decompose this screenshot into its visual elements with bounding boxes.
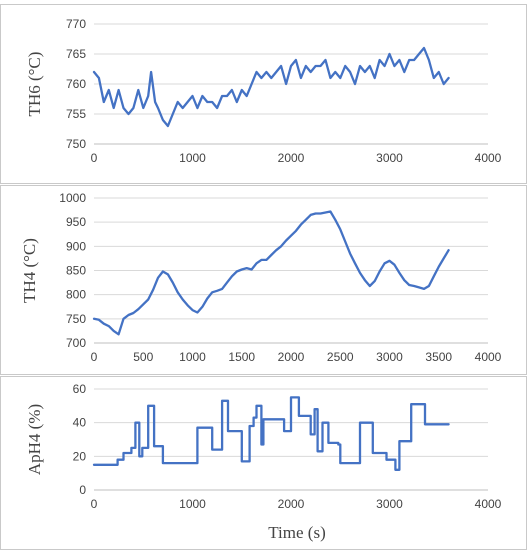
th4-series-line [92,210,450,336]
th4-y-tick-label: 800 [66,288,86,302]
th4-x-tick-label: 2500 [327,350,354,364]
th6-x-tick-label: 2000 [278,151,305,165]
th4-x-tick-label: 1500 [228,350,255,364]
aph4-y-tick-label: 60 [73,382,87,396]
th4-x-tick-label: 1000 [179,350,206,364]
aph4-y-tick-label: 20 [73,449,87,463]
aph4-x-tick-label: 4000 [475,497,502,511]
th4-x-tick-label: 500 [133,350,153,364]
time-x-axis-title: Time (s) [268,523,325,542]
th6-x-tick-label: 3000 [376,151,403,165]
th4-y-tick-label: 750 [66,312,86,326]
th6-x-tick-label: 0 [91,151,98,165]
th4-y-tick-label: 700 [66,336,86,350]
th4-x-tick-label: 3500 [425,350,452,364]
th4-x-tick-label: 2000 [278,350,305,364]
th6-y-axis-title: TH6 (°C) [25,52,44,117]
aph4-x-tick-label: 2000 [278,497,305,511]
th4-x-tick-label: 0 [91,350,98,364]
th6-y-tick-label: 760 [66,77,86,91]
aph4-x-tick-label: 3000 [376,497,403,511]
th6-y-tick-label: 755 [66,107,86,121]
th6-y-tick-label: 765 [66,47,86,61]
aph4-chart: 0 20 40 60 0 1000 2000 3000 4000 ApH4 (%) Time … [25,382,502,542]
th6-x-tick-label: 1000 [179,151,206,165]
aph4-y-tick-label: 40 [73,416,87,430]
th4-x-tick-label: 3000 [376,350,403,364]
th6-chart-panel: 750 755 760 765 770 0 1000 2000 3000 4000 TH6 (°… [0,4,527,184]
aph4-series-line [92,396,450,471]
th4-y-axis-title: TH4 (°C) [20,238,39,303]
th6-y-tick-label: 750 [66,137,86,151]
aph4-x-tick-label: 1000 [179,497,206,511]
th4-y-tick-label: 900 [66,239,86,253]
th4-x-tick-label: 4000 [475,350,502,364]
th4-chart-panel: 700 750 800 850 900 950 1000 0 500 1000 1500 2000 2… [0,185,527,375]
aph4-y-axis-title: ApH4 (%) [25,404,44,475]
aph4-y-tick-label: 0 [79,483,86,497]
th6-series-line [92,46,450,128]
aph4-chart-panel: 0 20 40 60 0 1000 2000 3000 4000 ApH4 (%) Time … [0,376,527,550]
th4-y-tick-label: 1000 [59,191,86,205]
th4-y-tick-label: 950 [66,215,86,229]
th6-chart: 750 755 760 765 770 0 1000 2000 3000 4000 TH6 (°… [25,17,502,165]
th4-y-tick-label: 850 [66,264,86,278]
th6-y-tick-label: 770 [66,17,86,31]
th4-chart: 700 750 800 850 900 950 1000 0 500 1000 1500 2000 2… [20,191,502,364]
aph4-x-tick-label: 0 [91,497,98,511]
th6-x-tick-label: 4000 [475,151,502,165]
